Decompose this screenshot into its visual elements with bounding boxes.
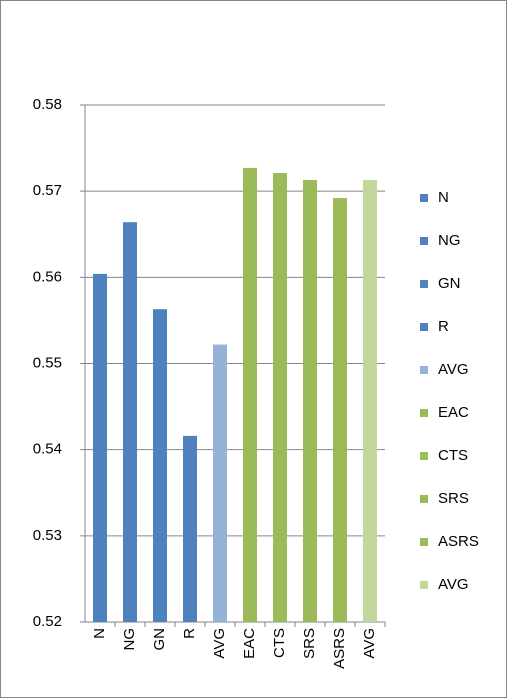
x-tick-label: SRS [301, 628, 318, 659]
legend-marker [420, 323, 428, 331]
legend-marker [420, 538, 428, 546]
legend-marker [420, 452, 428, 460]
legend-label: EAC [438, 404, 469, 421]
x-tick-label: R [181, 628, 198, 639]
y-tick-label: 0.52 [33, 613, 62, 630]
legend-marker [420, 495, 428, 503]
x-tick-label: CTS [271, 628, 288, 658]
bar [183, 435, 197, 622]
x-tick-label: GN [151, 628, 168, 651]
bar [213, 344, 227, 622]
x-tick-label: AVG [211, 628, 228, 659]
legend-marker [420, 280, 428, 288]
x-tick-label: EAC [241, 628, 258, 659]
y-tick-label: 0.55 [33, 354, 62, 371]
bar [153, 309, 167, 622]
legend-label: N [438, 189, 449, 206]
legend-label: SRS [438, 490, 469, 507]
bar [273, 173, 287, 623]
legend-label: AVG [438, 361, 469, 378]
bar [93, 273, 107, 622]
bar [123, 222, 137, 623]
legend-marker [420, 194, 428, 202]
y-tick-label: 0.56 [33, 268, 62, 285]
legend-label: ASRS [438, 533, 479, 550]
x-tick-label: AVG [361, 628, 378, 659]
x-tick-label: ASRS [331, 628, 348, 669]
y-tick-label: 0.57 [33, 182, 62, 199]
bar [363, 179, 377, 622]
legend-marker [420, 409, 428, 417]
legend-marker [420, 366, 428, 374]
y-tick-label: 0.54 [33, 441, 62, 458]
legend-label: CTS [438, 447, 468, 464]
bar [333, 198, 347, 622]
legend-marker [420, 581, 428, 589]
y-tick-label: 0.58 [33, 96, 62, 113]
bar [303, 179, 317, 622]
legend-marker [420, 237, 428, 245]
bar [243, 167, 257, 622]
y-tick-label: 0.53 [33, 527, 62, 544]
x-tick-label: N [91, 628, 108, 639]
legend-label: GN [438, 275, 461, 292]
x-tick-label: NG [121, 628, 138, 651]
legend-label: AVG [438, 576, 469, 593]
legend-label: R [438, 318, 449, 335]
legend-label: NG [438, 232, 461, 249]
